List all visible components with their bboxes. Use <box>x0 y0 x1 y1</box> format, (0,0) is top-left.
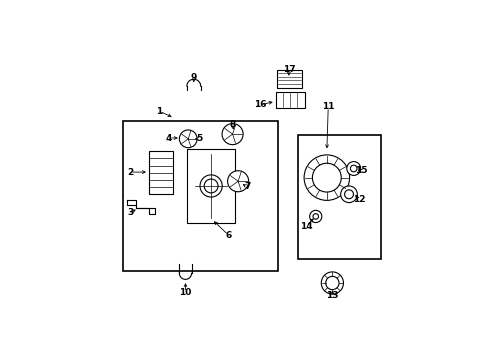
Text: 6: 6 <box>225 230 231 239</box>
Circle shape <box>227 171 248 192</box>
Bar <box>186 149 235 223</box>
Circle shape <box>304 155 349 201</box>
Text: 13: 13 <box>325 291 338 300</box>
Text: 15: 15 <box>354 166 367 175</box>
Text: 17: 17 <box>282 65 295 74</box>
Circle shape <box>222 123 243 145</box>
Bar <box>275 92 304 108</box>
Text: 5: 5 <box>196 134 202 143</box>
Circle shape <box>325 276 338 290</box>
Text: 4: 4 <box>165 134 172 143</box>
Circle shape <box>200 175 222 197</box>
Bar <box>149 151 173 194</box>
Text: 11: 11 <box>321 103 334 112</box>
Text: 1: 1 <box>156 107 162 116</box>
Text: 3: 3 <box>127 208 133 217</box>
Text: 16: 16 <box>254 100 266 109</box>
Text: 8: 8 <box>229 121 235 130</box>
Circle shape <box>312 214 318 219</box>
Text: 12: 12 <box>352 195 365 204</box>
Bar <box>276 69 301 87</box>
Text: 7: 7 <box>244 182 250 191</box>
Text: 14: 14 <box>299 222 312 231</box>
Circle shape <box>350 165 356 172</box>
Circle shape <box>321 272 343 294</box>
Text: 2: 2 <box>127 168 133 177</box>
Circle shape <box>312 163 341 192</box>
Circle shape <box>309 210 321 222</box>
Circle shape <box>179 130 197 148</box>
Bar <box>123 121 278 270</box>
Circle shape <box>204 179 218 193</box>
Circle shape <box>340 186 357 203</box>
Circle shape <box>346 162 360 175</box>
Text: 9: 9 <box>190 73 197 82</box>
Text: 10: 10 <box>179 288 191 297</box>
Circle shape <box>344 190 353 199</box>
Bar <box>297 135 380 260</box>
